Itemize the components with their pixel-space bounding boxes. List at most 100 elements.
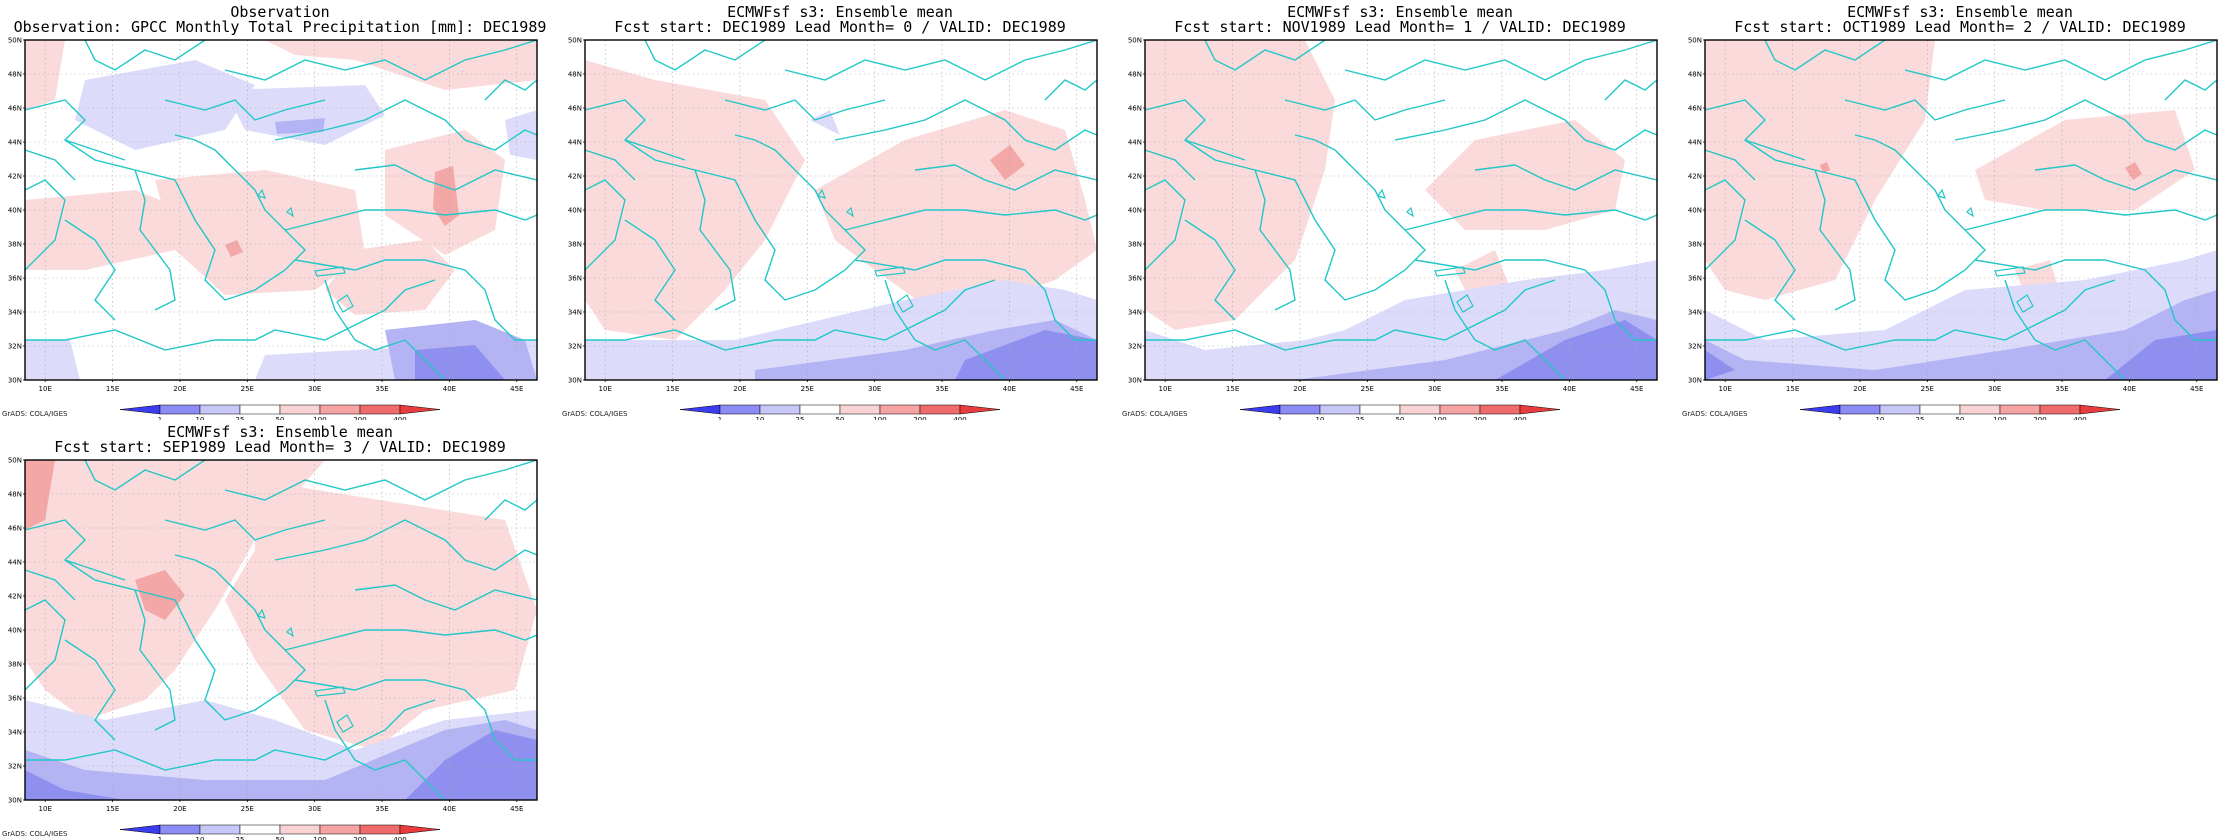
coastline xyxy=(274,99,537,151)
lat-tick-label: 40N xyxy=(8,207,22,215)
lat-tick-label: 42N xyxy=(568,173,582,181)
colorbar-segment xyxy=(1279,404,1321,415)
colorbar-label: 25 xyxy=(1356,416,1365,420)
precip-shade xyxy=(505,110,537,160)
coastline xyxy=(1444,279,1566,380)
precip-shade xyxy=(415,345,505,380)
lat-tick-label: 46N xyxy=(1688,105,1702,113)
colorbar-label: 200 xyxy=(353,836,366,840)
lon-tick-label: 25E xyxy=(241,385,254,393)
coastline xyxy=(914,164,1097,191)
lat-tick-label: 30N xyxy=(1688,377,1702,385)
coastline xyxy=(644,40,766,71)
coastline xyxy=(1204,40,1326,71)
coastline xyxy=(1844,99,2006,121)
coastline xyxy=(324,699,446,800)
lat-tick-label: 30N xyxy=(568,377,582,385)
colorbar-label: 10 xyxy=(196,836,205,840)
plot-area xyxy=(1705,40,2217,380)
coastline xyxy=(64,559,126,581)
coastline xyxy=(1145,99,1426,301)
grads-credit: GrADS: COLA/IGES xyxy=(2,830,68,838)
colorbar-segment xyxy=(279,404,321,415)
lat-tick-label: 30N xyxy=(8,797,22,805)
coastline xyxy=(1044,79,1097,101)
coastline xyxy=(1145,179,1186,271)
lat-tick-label: 44N xyxy=(8,139,22,147)
island xyxy=(1377,188,1386,199)
panel-subtitle: Fcst start: SEP1989 Lead Month= 3 / VALI… xyxy=(54,438,506,456)
colorbar-segment xyxy=(759,404,801,415)
coastline xyxy=(834,99,1097,151)
coastline xyxy=(294,259,537,341)
colorbar-segment xyxy=(1479,404,1521,415)
lat-tick-label: 48N xyxy=(568,71,582,79)
lat-tick-label: 32N xyxy=(568,343,582,351)
lon-tick-label: 20E xyxy=(173,805,186,813)
coastline xyxy=(294,679,537,761)
coastline xyxy=(1414,259,1657,341)
lon-tick-label: 10E xyxy=(599,385,612,393)
coastline xyxy=(585,99,866,301)
lon-tick-label: 40E xyxy=(1563,385,1576,393)
lat-tick-label: 46N xyxy=(8,525,22,533)
lon-tick-label: 30E xyxy=(1988,385,2001,393)
lat-tick-label: 44N xyxy=(1128,139,1142,147)
lon-tick-label: 10E xyxy=(1719,385,1732,393)
island xyxy=(314,266,346,277)
coastline xyxy=(25,179,66,271)
colorbar-label: 100 xyxy=(313,836,326,840)
colorbar-label: 1 xyxy=(1838,416,1842,420)
coastline xyxy=(2004,279,2126,380)
colorbar-label: 10 xyxy=(756,416,765,420)
grads-credit: GrADS: COLA/IGES xyxy=(562,410,628,418)
lat-tick-label: 46N xyxy=(1128,105,1142,113)
precip-shade xyxy=(25,190,185,270)
precip-shade xyxy=(433,166,459,226)
coastline xyxy=(585,279,996,351)
colorbar-arrow-left xyxy=(1799,404,1841,415)
precip-shade xyxy=(135,570,185,620)
lon-tick-label: 30E xyxy=(1428,385,1441,393)
lon-tick-label: 25E xyxy=(801,385,814,393)
map: 30N 32N 34N 36N 38N 40N 42N 44N 46N 48N 50N 10E 15E 2… xyxy=(8,37,538,420)
colorbar-segment xyxy=(239,404,281,415)
precip-shade xyxy=(1705,290,2217,380)
colorbar-segment xyxy=(159,824,201,835)
coastline xyxy=(64,139,126,161)
island xyxy=(336,294,354,313)
lon-tick-label: 35E xyxy=(2055,385,2068,393)
panel-title: ECMWFsf s3: Ensemble mean xyxy=(727,3,953,21)
plot-area xyxy=(1145,40,1657,380)
lon-tick-label: 30E xyxy=(308,805,321,813)
island xyxy=(314,686,346,697)
lon-tick-label: 25E xyxy=(1921,385,1934,393)
precip-shade xyxy=(990,145,1025,180)
colorbar-segment xyxy=(239,824,281,835)
lat-tick-label: 48N xyxy=(8,491,22,499)
precip-shade xyxy=(225,85,385,145)
coastline xyxy=(2164,79,2217,101)
lon-tick-label: 20E xyxy=(1853,385,1866,393)
lat-tick-label: 46N xyxy=(8,105,22,113)
lon-tick-label: 10E xyxy=(1159,385,1172,393)
lat-tick-label: 44N xyxy=(568,139,582,147)
colorbar-segment xyxy=(839,404,881,415)
lon-tick-label: 20E xyxy=(1293,385,1306,393)
coastline xyxy=(1145,149,1196,181)
colorbar-segment xyxy=(319,824,361,835)
colorbar-segment xyxy=(879,404,921,415)
coastline xyxy=(1604,79,1657,101)
colorbar-label: 25 xyxy=(236,416,245,420)
island xyxy=(1937,188,1946,199)
lat-tick-label: 40N xyxy=(1688,207,1702,215)
lon-tick-label: 35E xyxy=(375,385,388,393)
colorbar-segment xyxy=(279,824,321,835)
panel-lead-0: ECMWFsf s3: Ensemble mean Fcst start: DE… xyxy=(560,0,1120,420)
island xyxy=(846,206,854,218)
lat-tick-label: 50N xyxy=(568,37,582,45)
coastline xyxy=(1404,209,1657,231)
colorbar-segment xyxy=(319,404,361,415)
colorbar-label: 50 xyxy=(276,416,285,420)
colorbar-label: 200 xyxy=(1473,416,1486,420)
